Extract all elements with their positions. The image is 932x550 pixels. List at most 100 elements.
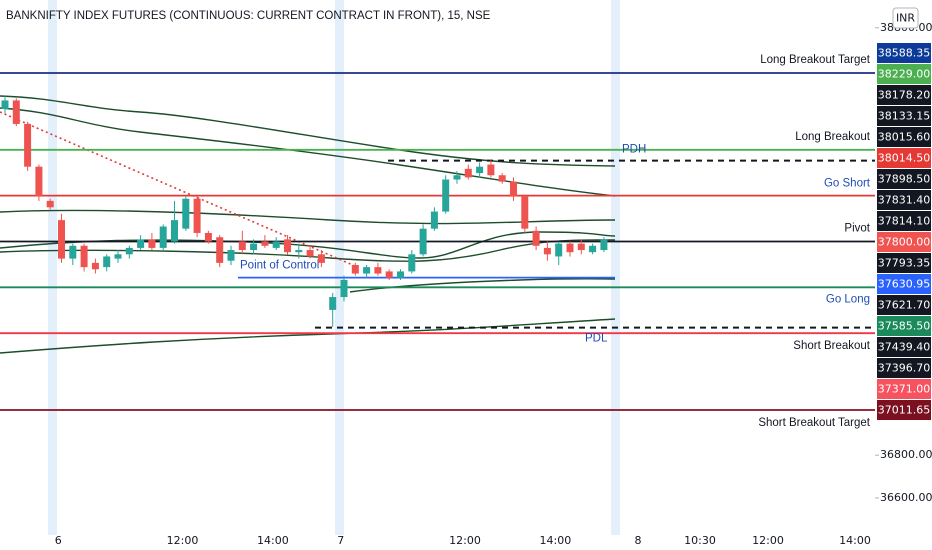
candle-body (24, 123, 32, 167)
level-label: Point of Control (240, 260, 319, 272)
candle-body (577, 243, 585, 251)
candle-body (148, 239, 156, 248)
candle-body (340, 279, 348, 298)
level-label: Go Short (824, 178, 871, 190)
candle-body (408, 254, 416, 272)
x-tick-label: 8 (635, 534, 642, 547)
candle-body (374, 267, 382, 274)
candle-body (397, 271, 404, 278)
chart-title: BANKNIFTY INDEX FUTURES (CONTINUOUS: CUR… (6, 10, 491, 22)
price-tag-label: 38588.35 (878, 47, 931, 60)
currency-box[interactable] (892, 7, 919, 29)
candle-body (91, 262, 99, 270)
price-tag (877, 190, 931, 210)
band-line (0, 231, 616, 259)
candle-body (295, 250, 303, 253)
price-tag-label: 38178.20 (878, 89, 931, 102)
price-tag-label: 37439.40 (878, 341, 931, 354)
currency-label[interactable]: INR (896, 12, 915, 25)
candle-body (204, 232, 212, 242)
candle-body (521, 196, 529, 229)
price-tag (877, 106, 931, 126)
price-tags: 38588.35 38229.00 38178.20 38133.15 38015.60… (877, 43, 931, 420)
level-label: Short Breakout (793, 340, 871, 352)
candle-body (363, 267, 371, 274)
price-tag (877, 295, 931, 315)
candle-body (261, 241, 269, 246)
candle-body (80, 245, 88, 268)
price-tag-label: 37800.00 (878, 236, 931, 249)
price-tag (877, 316, 931, 336)
session-band (611, 0, 620, 535)
candle-body (272, 241, 280, 248)
band-line (0, 95, 616, 167)
candle-body (453, 175, 461, 180)
candle-body (216, 237, 224, 263)
candle-body (227, 250, 235, 261)
level-label: Pivot (844, 223, 870, 235)
price-tag-label: 37831.40 (878, 194, 931, 207)
level-label: Go Long (826, 293, 870, 305)
price-tag (877, 127, 931, 147)
levels: Long Breakout Target Long Breakout Go Shor… (0, 54, 875, 429)
y-tick-label: 36600.00 (880, 491, 932, 504)
price-tag (877, 337, 931, 357)
level-label: PDL (585, 333, 608, 345)
level-label: Short Breakout Target (758, 417, 870, 429)
x-tick-label: 12:00 (449, 534, 481, 547)
candle-body (159, 226, 167, 248)
candle-body (193, 198, 201, 233)
y-tick-label: 36800.00 (880, 448, 932, 461)
candle-body (464, 168, 472, 178)
price-tag (877, 43, 931, 63)
candle-body (600, 239, 608, 251)
price-tag (877, 232, 931, 252)
candle-body (419, 228, 427, 255)
price-tag-label: 38133.15 (878, 110, 931, 123)
price-tag-label: 38015.60 (878, 131, 931, 144)
session-band (48, 0, 57, 535)
candle-body (35, 166, 43, 197)
x-tick-label: 14:00 (257, 534, 289, 547)
candle-body (250, 243, 258, 251)
price-tag-label: 37630.95 (878, 278, 931, 291)
candle-body (46, 200, 54, 208)
candle-body (114, 254, 122, 259)
candle-body (182, 198, 190, 229)
candle-body (306, 250, 314, 257)
candle-body (284, 239, 291, 253)
candle-body (510, 181, 517, 197)
candle-body (103, 256, 111, 268)
price-tag (877, 85, 931, 105)
candles (1, 96, 608, 327)
x-tick-label: 6 (55, 534, 62, 547)
candle-body (69, 245, 77, 259)
price-tag (877, 253, 931, 273)
price-tag (877, 211, 931, 231)
candle-body (1, 100, 9, 109)
level-label: Long Breakout (795, 131, 871, 143)
candle-body (125, 247, 133, 255)
price-tag (877, 148, 931, 168)
price-tag-label: 37793.35 (878, 257, 931, 270)
level-label: Long Breakout Target (760, 54, 871, 66)
candle-body (442, 179, 450, 212)
x-tick-label: 7 (337, 534, 344, 547)
candle-body (566, 243, 574, 253)
candle-body (498, 175, 506, 182)
price-tag-label: 37898.50 (878, 173, 931, 186)
candle-body (430, 211, 438, 229)
price-tag-label: 37396.70 (878, 362, 931, 375)
price-tag (877, 64, 931, 84)
session-band (335, 0, 344, 535)
candle-body (58, 220, 65, 259)
candle-body (476, 166, 484, 174)
x-tick-label: 14:00 (540, 534, 572, 547)
level-label: PDH (622, 144, 646, 156)
candle-body (543, 247, 551, 255)
price-tag (877, 379, 931, 399)
band-line (0, 107, 616, 197)
x-tick-label: 12:00 (167, 534, 199, 547)
